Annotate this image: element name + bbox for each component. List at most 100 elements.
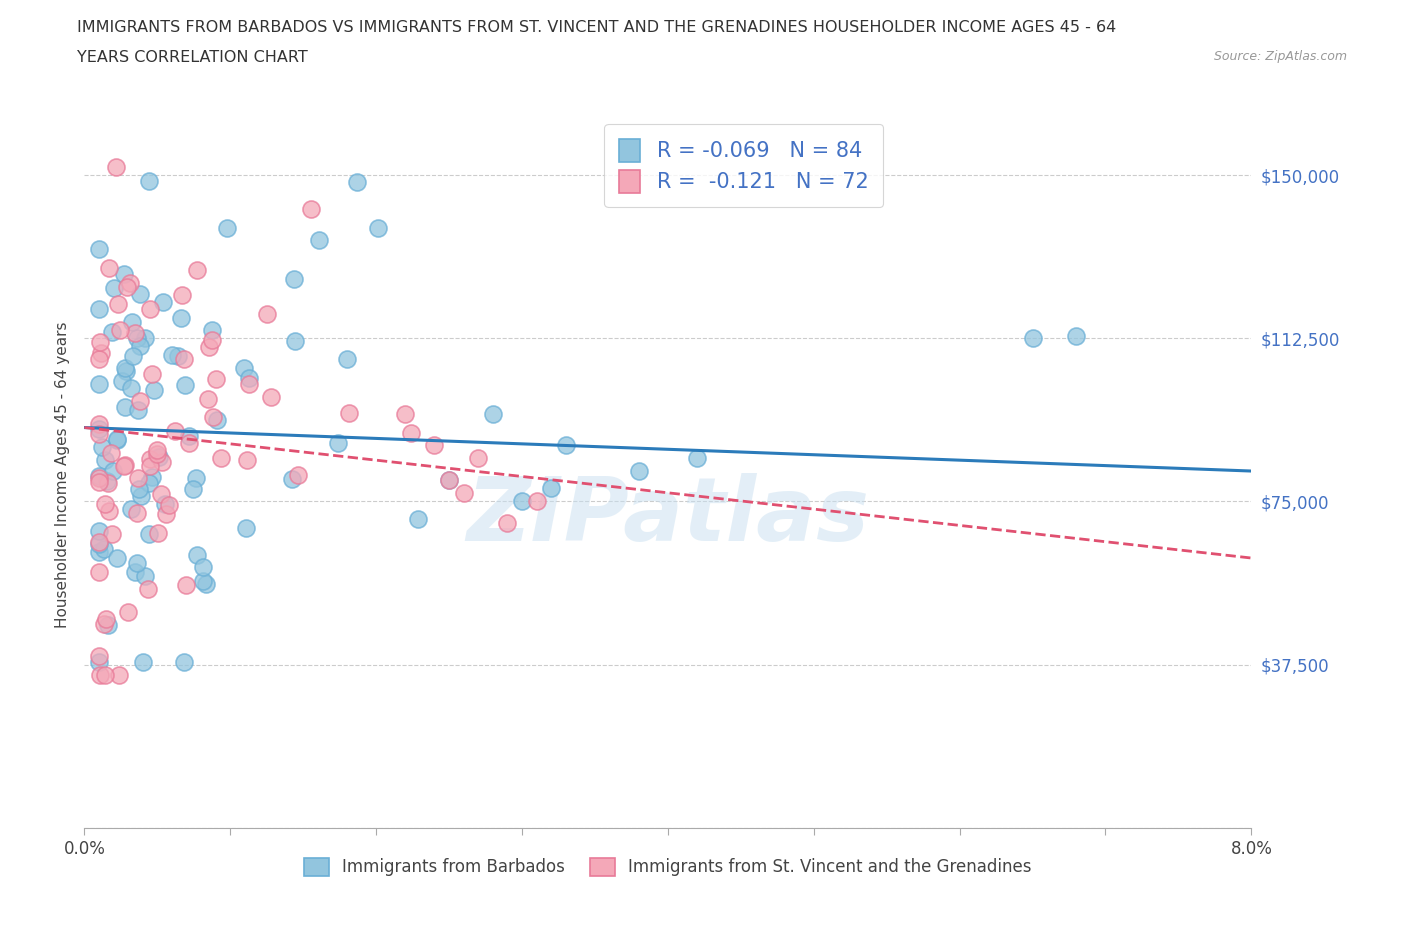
Point — [186, 548, 208, 563]
Point — [117, 279, 139, 294]
Point — [89, 668, 111, 683]
Point — [94, 453, 117, 468]
Point — [129, 286, 152, 301]
Point — [197, 392, 219, 406]
Point — [115, 364, 138, 379]
Point — [114, 361, 136, 376]
Point — [129, 488, 152, 503]
Text: IMMIGRANTS FROM BARBADOS VS IMMIGRANTS FROM ST. VINCENT AND THE GRENADINES HOUSE: IMMIGRANTS FROM BARBADOS VS IMMIGRANTS F… — [77, 20, 1116, 35]
Point — [205, 372, 228, 387]
Point — [346, 175, 368, 190]
Point — [87, 301, 110, 316]
Point — [201, 409, 224, 424]
Point — [437, 472, 460, 487]
Point — [93, 617, 115, 631]
Point — [134, 568, 156, 583]
Point — [114, 400, 136, 415]
Point — [108, 323, 131, 338]
Point — [148, 449, 170, 464]
Point — [127, 555, 149, 570]
Point — [328, 435, 350, 450]
Point — [177, 435, 200, 450]
Point — [118, 276, 141, 291]
Point — [122, 349, 145, 364]
Point — [98, 260, 121, 275]
Point — [142, 382, 165, 397]
Y-axis label: Householder Income Ages 45 - 64 years: Householder Income Ages 45 - 64 years — [55, 321, 70, 628]
Point — [162, 348, 184, 363]
Point — [394, 407, 416, 422]
Point — [90, 439, 112, 454]
Point — [467, 450, 489, 465]
Point — [101, 464, 124, 479]
Point — [112, 458, 135, 473]
Point — [170, 310, 193, 325]
Point — [146, 525, 169, 540]
Point — [98, 504, 121, 519]
Point — [453, 485, 475, 500]
Point — [299, 202, 322, 217]
Point — [423, 437, 446, 452]
Point — [114, 458, 136, 472]
Point — [124, 326, 146, 340]
Point — [93, 668, 115, 683]
Point — [127, 403, 149, 418]
Point — [139, 458, 162, 473]
Point — [205, 412, 228, 427]
Point — [280, 472, 302, 486]
Point — [184, 470, 207, 485]
Point — [108, 668, 131, 683]
Point — [127, 471, 149, 485]
Point — [1021, 331, 1043, 346]
Point — [87, 471, 110, 485]
Point — [124, 565, 146, 580]
Point — [138, 526, 160, 541]
Point — [336, 352, 359, 366]
Point — [136, 582, 159, 597]
Point — [399, 426, 422, 441]
Point — [87, 421, 110, 436]
Point — [87, 565, 110, 579]
Point — [138, 174, 160, 189]
Point — [141, 366, 163, 381]
Point — [238, 377, 260, 392]
Point — [100, 445, 122, 460]
Point — [155, 506, 177, 521]
Point — [540, 481, 562, 496]
Point — [554, 437, 576, 452]
Point — [87, 545, 110, 560]
Point — [139, 302, 162, 317]
Point — [94, 497, 117, 512]
Point — [236, 453, 259, 468]
Point — [153, 497, 176, 512]
Point — [120, 380, 142, 395]
Point — [97, 618, 120, 632]
Point — [526, 494, 548, 509]
Text: ZIPatlas: ZIPatlas — [467, 473, 869, 560]
Point — [256, 306, 278, 321]
Point — [232, 361, 254, 376]
Point — [167, 349, 190, 364]
Point — [101, 526, 124, 541]
Point — [260, 390, 283, 405]
Point — [87, 474, 110, 489]
Point — [482, 407, 505, 422]
Point — [107, 297, 129, 312]
Point — [121, 315, 143, 330]
Point — [174, 578, 197, 592]
Point — [87, 376, 110, 391]
Point — [87, 655, 110, 670]
Point — [157, 498, 180, 512]
Point — [87, 537, 110, 551]
Point — [129, 393, 152, 408]
Legend: Immigrants from Barbados, Immigrants from St. Vincent and the Grenadines: Immigrants from Barbados, Immigrants fro… — [297, 851, 1039, 883]
Point — [100, 325, 122, 339]
Point — [177, 429, 200, 444]
Point — [149, 486, 172, 501]
Point — [408, 512, 430, 526]
Point — [139, 451, 162, 466]
Point — [165, 424, 187, 439]
Point — [105, 551, 128, 565]
Text: Source: ZipAtlas.com: Source: ZipAtlas.com — [1213, 50, 1347, 63]
Point — [96, 474, 118, 489]
